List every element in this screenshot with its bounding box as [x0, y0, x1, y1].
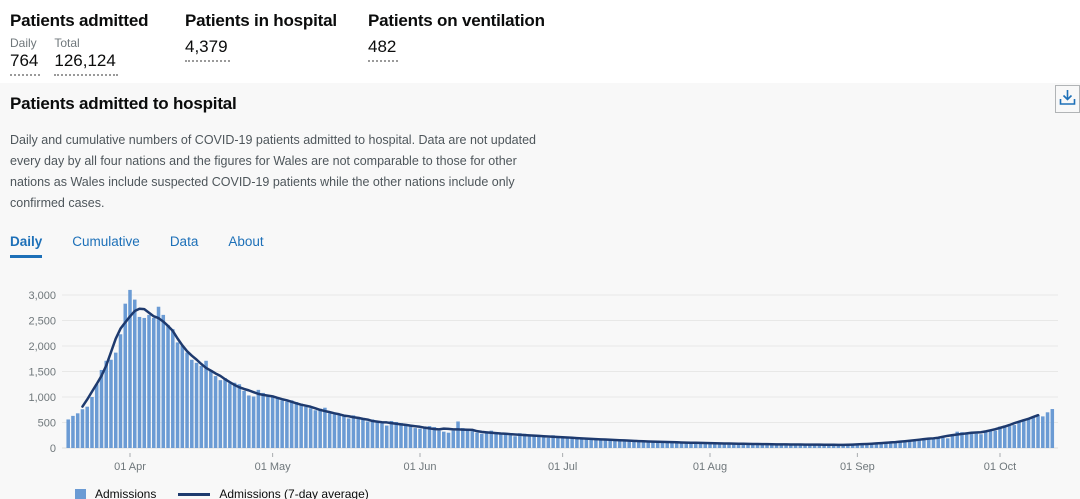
download-button[interactable]: [1055, 85, 1080, 113]
stat-title-ventilation: Patients on ventilation: [368, 11, 545, 30]
chart-legend: Admissions Admissions (7-day average): [75, 487, 1080, 499]
svg-text:2,000: 2,000: [28, 341, 56, 353]
tab-cumulative[interactable]: Cumulative: [72, 234, 140, 249]
svg-text:01 Jun: 01 Jun: [403, 461, 436, 473]
card-description: Daily and cumulative numbers of COVID-19…: [10, 133, 536, 210]
stat-patients-admitted: Patients admitted Daily 764 Total 126,12…: [10, 11, 185, 83]
svg-text:0: 0: [50, 443, 56, 455]
legend-label-admissions: Admissions: [95, 487, 157, 499]
legend-label-admissions-average: Admissions (7-day average): [219, 487, 369, 499]
svg-text:3,000: 3,000: [28, 290, 56, 302]
stat-value-ventilation[interactable]: 482: [368, 37, 399, 62]
stat-title-in-hospital: Patients in hospital: [185, 11, 337, 30]
admissions-card: Patients admitted to hospital Daily and …: [0, 83, 1080, 499]
tab-daily[interactable]: Daily: [10, 234, 43, 258]
svg-text:01 Aug: 01 Aug: [693, 461, 727, 473]
svg-text:500: 500: [38, 418, 56, 430]
admissions-average-line-swatch: [178, 492, 211, 496]
stat-patients-on-ventilation: Patients on ventilation 482: [368, 11, 545, 83]
svg-text:01 May: 01 May: [255, 461, 292, 473]
tab-data[interactable]: Data: [169, 234, 199, 249]
stat-title-admitted: Patients admitted: [10, 11, 149, 30]
stat-value-in-hospital[interactable]: 4,379: [185, 37, 230, 62]
stat-label-total: Total: [54, 36, 80, 50]
stat-admitted-total: Total 126,124: [54, 36, 118, 76]
stat-label-daily: Daily: [10, 36, 37, 50]
stat-value-total-admissions[interactable]: 126,124: [54, 51, 118, 76]
card-title: Patients admitted to hospital: [10, 94, 237, 113]
svg-text:01 Apr: 01 Apr: [114, 461, 146, 473]
svg-text:1,000: 1,000: [28, 392, 56, 404]
stat-patients-in-hospital: Patients in hospital 4,379: [185, 11, 368, 83]
svg-text:2,500: 2,500: [28, 316, 56, 328]
admissions-bar-swatch: [75, 488, 86, 499]
svg-text:01 Jul: 01 Jul: [548, 461, 577, 473]
svg-text:01 Sep: 01 Sep: [840, 461, 875, 473]
stat-value-daily-admissions[interactable]: 764: [10, 51, 41, 76]
admissions-chart[interactable]: 0 500 1,000 1,500 2,000 2,500 3,000 01 Apr 01 Ma…: [0, 277, 1080, 477]
svg-text:1,500: 1,500: [28, 367, 56, 379]
stat-admitted-daily: Daily 764: [10, 36, 41, 76]
card-tabs: Daily Cumulative Data About: [0, 234, 1080, 258]
tab-about[interactable]: About: [228, 234, 264, 249]
headline-stats: Patients admitted Daily 764 Total 126,12…: [0, 0, 1080, 83]
download-icon: [1059, 89, 1076, 110]
admissions-chart-svg[interactable]: 0 500 1,000 1,500 2,000 2,500 3,000 01 Apr 01 Ma…: [0, 277, 1080, 477]
svg-text:01 Oct: 01 Oct: [984, 461, 1016, 473]
